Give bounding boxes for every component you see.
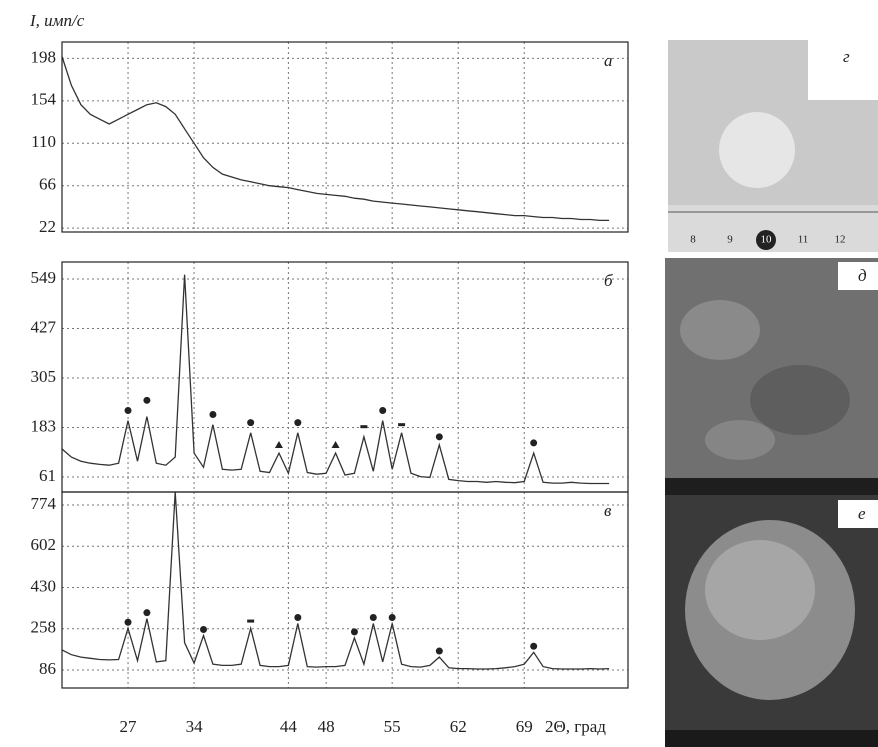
phase-marker [247, 619, 255, 623]
y-tick-label: 427 [31, 317, 57, 336]
y-tick-label: 61 [39, 466, 56, 485]
x-tick-label: 62 [450, 717, 467, 736]
x-tick-label: 48 [318, 717, 335, 736]
photo-sem-surface: д [665, 258, 878, 495]
phase-marker [294, 613, 302, 621]
phase-marker [530, 439, 538, 447]
phase-marker [435, 647, 443, 655]
phase-marker [379, 406, 387, 414]
photo-label: е [858, 504, 866, 523]
phase-marker [143, 396, 151, 404]
data-line [61, 491, 610, 670]
y-tick-label: 602 [31, 535, 57, 554]
x-tick-label: 69 [516, 717, 533, 736]
y-tick-label: 154 [31, 90, 57, 109]
plot-frame [61, 491, 629, 689]
y-tick-label: 198 [31, 47, 57, 66]
photo-sem-particle: е [665, 495, 878, 747]
y-tick-label: 183 [31, 416, 57, 435]
x-tick-label: 34 [186, 717, 204, 736]
phase-marker [530, 642, 538, 650]
panel-label: в [604, 501, 612, 520]
photo-sample: г 8 9 10 11 12 [668, 40, 878, 252]
phase-marker [124, 618, 132, 626]
photo-label: д [858, 266, 867, 285]
x-tick-label: 27 [120, 717, 138, 736]
phase-marker [143, 609, 151, 617]
plot-frame [61, 261, 629, 493]
ruler-number: 9 [727, 234, 733, 246]
y-tick-label: 22 [39, 217, 56, 236]
ruler-number: 8 [690, 234, 696, 246]
x-axis-label: 2Θ, град [545, 717, 606, 736]
phase-marker [331, 440, 340, 448]
x-tick-label: 55 [384, 717, 401, 736]
ruler-number: 11 [798, 234, 809, 246]
y-tick-label: 66 [39, 175, 56, 194]
phase-marker [247, 419, 255, 427]
phase-marker [369, 613, 377, 621]
phase-marker [360, 425, 368, 429]
panel-label: б [604, 271, 613, 290]
phase-marker [209, 411, 217, 419]
y-tick-label: 86 [39, 659, 56, 678]
phase-marker [350, 628, 358, 636]
y-tick-label: 258 [31, 618, 57, 637]
plot-frame [61, 41, 629, 233]
photo-label: г [843, 47, 850, 66]
phase-marker [388, 613, 396, 621]
y-axis-label: I, имп/с [29, 11, 85, 30]
y-tick-label: 430 [31, 576, 57, 595]
x-tick-label: 44 [280, 717, 298, 736]
data-line [61, 274, 610, 485]
y-tick-label: 110 [31, 132, 56, 151]
y-tick-label: 305 [31, 367, 57, 386]
ruler-number: 12 [835, 234, 846, 246]
ruler-number: 10 [761, 234, 773, 246]
y-tick-label: 549 [31, 268, 57, 287]
phase-marker [124, 406, 132, 414]
phase-marker [274, 440, 283, 448]
phase-marker [435, 433, 443, 441]
phase-marker [294, 419, 302, 427]
data-line [61, 56, 610, 222]
phase-marker [200, 625, 207, 633]
panel-label: а [604, 51, 613, 70]
phase-marker [398, 423, 406, 427]
y-tick-label: 774 [31, 494, 57, 513]
